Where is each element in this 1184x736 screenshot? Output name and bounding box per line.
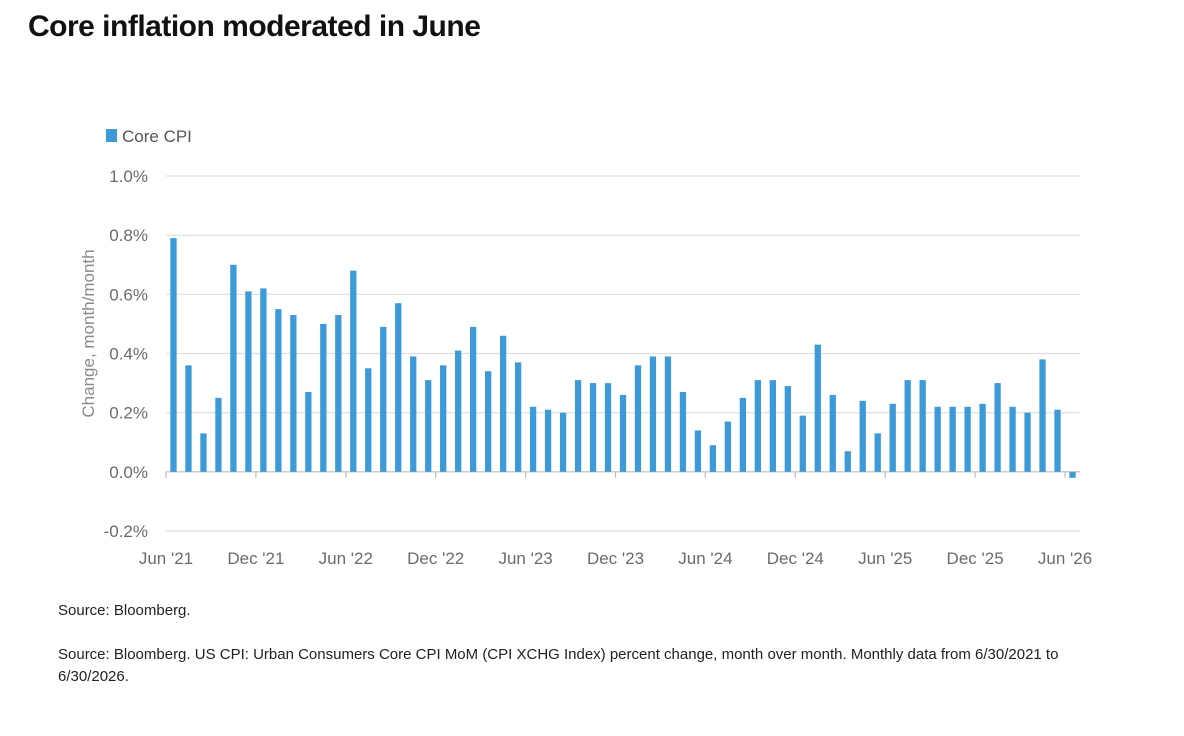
bar xyxy=(724,421,732,472)
chart-title: Core inflation moderated in June xyxy=(28,10,481,43)
x-tick-label: Jun '22 xyxy=(319,549,373,568)
bar xyxy=(260,288,267,472)
bar xyxy=(634,365,642,472)
bar xyxy=(335,315,342,472)
bar xyxy=(934,406,941,472)
bar xyxy=(440,365,447,472)
bar xyxy=(664,356,672,472)
bar xyxy=(844,451,851,472)
y-tick-label: 0.4% xyxy=(109,345,148,364)
bar xyxy=(1069,471,1076,478)
bar xyxy=(829,394,836,472)
bar xyxy=(395,303,402,472)
bar xyxy=(529,406,537,472)
bar xyxy=(739,397,747,472)
bar xyxy=(320,323,327,472)
bar xyxy=(799,415,806,472)
bar xyxy=(499,335,507,472)
gridlines xyxy=(166,175,1080,532)
bar xyxy=(200,433,207,472)
bar xyxy=(275,309,282,472)
x-tick-label: Dec '21 xyxy=(227,549,284,568)
bar xyxy=(380,326,387,472)
legend: Core CPI xyxy=(106,127,192,146)
y-tick-label: 0.8% xyxy=(109,226,148,245)
y-axis: -0.2% 0.0% 0.2% 0.4% 0.6% 0.8% 1.0% xyxy=(104,167,148,541)
source-note: Source: Bloomberg. xyxy=(58,602,191,619)
x-tick-label: Jun '21 xyxy=(139,549,193,568)
bar xyxy=(1009,406,1016,472)
bar xyxy=(215,397,222,472)
x-tick-label: Dec '23 xyxy=(587,549,644,568)
y-tick-label: 0.0% xyxy=(109,463,148,482)
bar xyxy=(350,270,357,472)
bar xyxy=(919,380,926,472)
y-tick-label: 0.2% xyxy=(109,404,148,423)
bar xyxy=(874,433,881,472)
bar xyxy=(544,409,552,472)
bar xyxy=(290,315,297,472)
bar xyxy=(694,430,702,472)
x-tick-label: Jun '23 xyxy=(498,549,552,568)
bar xyxy=(649,356,657,472)
bar xyxy=(964,406,971,472)
bar xyxy=(305,391,312,472)
bar xyxy=(754,380,761,472)
bar xyxy=(1024,412,1031,472)
x-axis: Jun '21 Dec '21 Jun '22 Dec '22 Jun '23 Dec '… xyxy=(139,471,1092,568)
bar xyxy=(949,406,956,472)
bar xyxy=(170,238,177,472)
bar xyxy=(889,403,896,472)
bar xyxy=(589,383,597,472)
y-tick-label: -0.2% xyxy=(104,522,148,541)
bar xyxy=(245,291,252,472)
bar-chart: Core CPI -0.2% 0.0% 0.2% 0.4% 0.6% 0.8% 1.0% J… xyxy=(79,127,1092,568)
legend-swatch-core-cpi xyxy=(106,129,117,142)
bar xyxy=(859,400,866,472)
y-tick-label: 1.0% xyxy=(109,167,148,186)
x-tick-label: Jun '25 xyxy=(858,549,912,568)
bar xyxy=(425,380,432,472)
bar xyxy=(814,344,821,472)
bar xyxy=(709,445,717,472)
bar xyxy=(365,368,372,472)
bar xyxy=(994,383,1001,472)
bar xyxy=(769,380,776,472)
bar xyxy=(1054,409,1061,472)
bar xyxy=(1039,359,1046,472)
bar xyxy=(604,383,612,472)
bar xyxy=(679,391,687,472)
bar xyxy=(574,380,582,472)
bar xyxy=(619,394,627,472)
y-tick-label: 0.6% xyxy=(109,285,148,304)
bar xyxy=(485,371,492,472)
x-tick-label: Dec '25 xyxy=(947,549,1004,568)
bars xyxy=(170,238,1076,478)
bar xyxy=(410,356,417,472)
bar xyxy=(455,350,462,472)
bar xyxy=(470,326,477,472)
bar xyxy=(979,403,986,472)
x-tick-label: Jun '24 xyxy=(678,549,732,568)
x-tick-label: Dec '24 xyxy=(767,549,824,568)
bar xyxy=(904,380,911,472)
y-axis-title: Change, month/month xyxy=(79,249,98,417)
source-footnote: Source: Bloomberg. US CPI: Urban Consume… xyxy=(58,646,1059,685)
bar xyxy=(230,264,237,472)
x-tick-label: Jun '26 xyxy=(1038,549,1092,568)
bar xyxy=(784,386,791,472)
bar xyxy=(514,362,522,472)
x-tick-label: Dec '22 xyxy=(407,549,464,568)
legend-label-core-cpi: Core CPI xyxy=(122,127,192,146)
bar xyxy=(185,365,192,472)
bar xyxy=(559,412,567,472)
